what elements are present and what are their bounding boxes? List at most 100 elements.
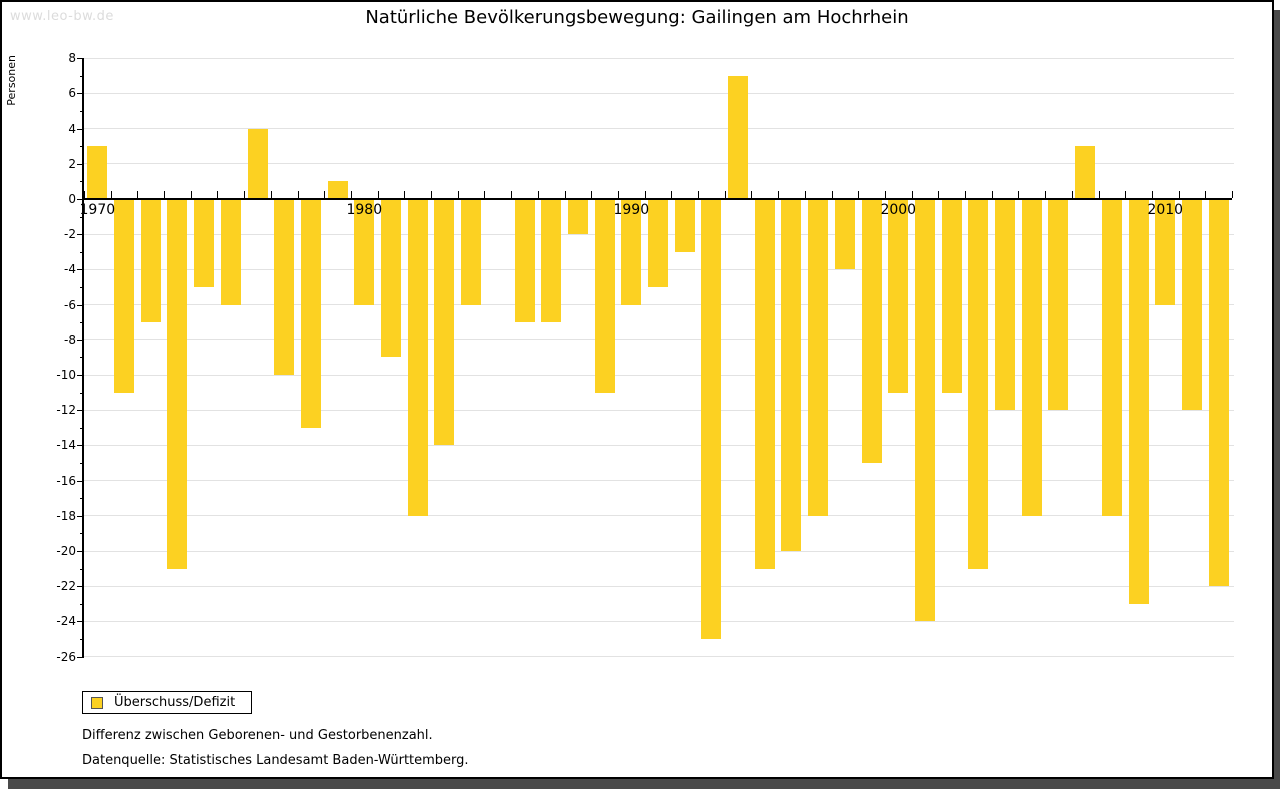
y-axis-major-tick xyxy=(77,93,84,95)
y-axis-minor-tick xyxy=(80,287,84,288)
legend: Überschuss/Defizit xyxy=(82,691,253,714)
bar-1983 xyxy=(434,200,455,446)
y-tick-label: -14 xyxy=(56,438,76,453)
x-year-label-1980: 1980 xyxy=(346,202,383,218)
x-axis-tick xyxy=(804,191,806,198)
gridline xyxy=(84,515,1234,517)
y-tick-label: -10 xyxy=(56,368,76,382)
bar-1984 xyxy=(461,200,482,305)
gridline xyxy=(84,304,1234,306)
y-axis-major-tick xyxy=(77,339,84,341)
y-axis-major-tick xyxy=(77,480,84,482)
bar-1999 xyxy=(861,200,882,463)
chart-title: Natürliche Bevölkerungsbewegung: Gailing… xyxy=(365,7,909,28)
bar-1982 xyxy=(407,200,428,516)
x-axis-tick xyxy=(724,191,726,198)
y-tick-label: -8 xyxy=(64,332,76,347)
x-axis-tick xyxy=(831,191,833,198)
bar-1987 xyxy=(541,200,562,323)
y-axis-major-tick xyxy=(77,445,84,447)
y-tick-label: -22 xyxy=(56,579,76,594)
y-axis-minor-tick xyxy=(80,463,84,464)
x-axis-tick xyxy=(190,191,192,198)
x-axis-tick xyxy=(297,191,299,198)
x-axis-tick xyxy=(244,191,246,198)
y-axis-major-tick xyxy=(77,551,84,552)
bar-1993 xyxy=(701,200,722,639)
y-axis-minor-tick xyxy=(80,639,84,640)
y-axis-minor-tick xyxy=(80,146,84,148)
gridline xyxy=(84,550,1234,552)
x-axis-tick xyxy=(1205,191,1207,198)
x-axis-tick xyxy=(1045,191,1047,198)
bar-1972 xyxy=(140,200,161,323)
bar-2011 xyxy=(1181,200,1202,411)
x-axis-tick xyxy=(217,191,219,198)
x-axis-tick xyxy=(484,191,486,198)
bar-2000 xyxy=(888,200,909,393)
x-axis-tick xyxy=(644,191,646,198)
x-axis-tick xyxy=(457,191,459,198)
x-year-label-1970: 1970 xyxy=(79,202,116,218)
y-axis-major-tick xyxy=(77,163,84,165)
x-axis-tick xyxy=(884,191,886,198)
bar-1975 xyxy=(220,200,241,305)
x-axis-tick xyxy=(1098,191,1100,198)
bar-1998 xyxy=(834,200,855,270)
x-year-label-2010: 2010 xyxy=(1147,202,1184,218)
x-axis-tick xyxy=(751,191,753,198)
y-axis-major-tick xyxy=(77,128,84,130)
bar-1991 xyxy=(648,200,668,287)
bar-2006 xyxy=(1048,200,1069,411)
y-axis-major-tick xyxy=(77,199,84,200)
gridline xyxy=(84,128,1234,130)
y-axis-major-tick xyxy=(77,586,84,588)
gridline xyxy=(84,163,1234,165)
x-axis-tick xyxy=(965,191,967,198)
x-axis-tick xyxy=(671,191,673,198)
bar-2004 xyxy=(995,200,1016,411)
x-year-label-2000: 2000 xyxy=(880,202,917,218)
gridline xyxy=(84,57,1234,59)
gridline xyxy=(84,585,1234,587)
x-axis-tick xyxy=(564,191,566,198)
y-axis-minor-tick xyxy=(80,427,84,429)
bar-1971 xyxy=(114,200,135,393)
bar-2007 xyxy=(1075,146,1096,198)
y-axis-major-tick xyxy=(77,656,84,658)
x-axis-tick xyxy=(698,191,700,198)
x-axis-tick xyxy=(350,191,352,198)
x-axis-tick xyxy=(1232,191,1233,198)
bar-1989 xyxy=(594,200,615,393)
x-axis-tick xyxy=(911,191,913,198)
bar-1996 xyxy=(781,200,802,551)
x-axis-line xyxy=(84,198,1232,200)
y-axis-minor-tick xyxy=(80,322,84,324)
y-axis-minor-tick xyxy=(80,216,84,218)
x-year-label-1990: 1990 xyxy=(613,202,650,218)
bar-1979 xyxy=(327,181,348,198)
gridline xyxy=(84,339,1234,341)
bar-1980 xyxy=(354,200,375,305)
x-axis-tick xyxy=(938,191,940,198)
bar-1986 xyxy=(514,200,535,323)
legend-swatch-icon xyxy=(91,696,103,709)
x-axis-tick xyxy=(778,191,780,198)
y-axis-major-tick xyxy=(77,375,84,376)
gridline xyxy=(84,409,1234,411)
bar-1994 xyxy=(728,75,749,198)
gridline xyxy=(84,480,1234,482)
y-axis-minor-tick xyxy=(80,498,84,500)
x-axis-tick xyxy=(324,191,326,198)
y-tick-label: -18 xyxy=(56,508,76,523)
x-axis-tick xyxy=(1151,191,1153,198)
y-axis-major-tick xyxy=(77,58,84,60)
x-axis-tick xyxy=(270,191,272,198)
bar-2009 xyxy=(1128,200,1149,604)
y-axis-minor-tick xyxy=(80,357,84,359)
watermark: www.leo-bw.de xyxy=(10,9,114,24)
y-axis-major-tick xyxy=(77,410,84,412)
y-tick-label: -6 xyxy=(64,297,76,312)
gridline xyxy=(84,656,1234,658)
